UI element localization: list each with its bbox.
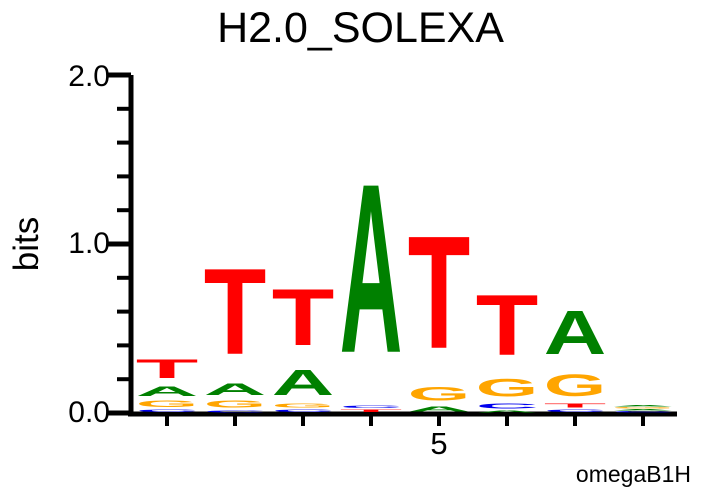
logo-letter-2-A: A [204, 381, 267, 399]
logo-letter-8-G: G [612, 407, 675, 409]
y-tick-label-0.0: 0.0 [68, 396, 110, 429]
logo-letter-7-T: T [544, 403, 607, 409]
logo-letter-8-A: A [612, 405, 675, 407]
x-tick-label-5: 5 [430, 426, 448, 461]
logo-letter-2-G: G [204, 399, 267, 410]
y-tick-label-2.0: 2.0 [68, 60, 110, 93]
logo-letter-3-A: A [272, 363, 335, 403]
logo-letter-3-G: G [272, 403, 335, 409]
logo-letter-4-T: T [340, 409, 403, 413]
logo-letter-1-T: T [136, 354, 199, 384]
page-title: H2.0_SOLEXA [217, 4, 504, 52]
logo-letter-6-T: T [476, 277, 539, 374]
logo-letter-3-C: C [272, 409, 335, 413]
logo-letter-5-T: T [408, 202, 471, 382]
logo-letter-7-C: C [544, 409, 607, 413]
logo-letter-7-A: A [544, 299, 607, 368]
logo-letter-6-G: G [476, 374, 539, 402]
logo-letter-4-C: C [340, 405, 403, 409]
y-tick-label-1.0: 1.0 [68, 227, 110, 260]
logo-letter-1-G: G [136, 399, 199, 409]
logo-letter-2-C: C [204, 410, 267, 413]
logo-letter-7-G: G [544, 368, 607, 403]
logo-letter-5-A: A [408, 405, 471, 413]
logo-letter-4-A: A [340, 135, 403, 404]
logo-letter-1-C: C [136, 409, 199, 413]
logo-letter-5-G: G [408, 383, 471, 405]
logo-letter-1-A: A [136, 384, 199, 399]
logo-letter-2-T: T [204, 243, 267, 380]
logo-letter-6-A: A [476, 410, 539, 413]
logo-letter-6-C: C [476, 402, 539, 410]
logo-letter-8-A: A [612, 409, 675, 411]
footer-label: omegaB1H [575, 461, 691, 487]
logo-letter-8-C: C [612, 411, 675, 413]
logo-letter-3-T: T [272, 273, 335, 363]
